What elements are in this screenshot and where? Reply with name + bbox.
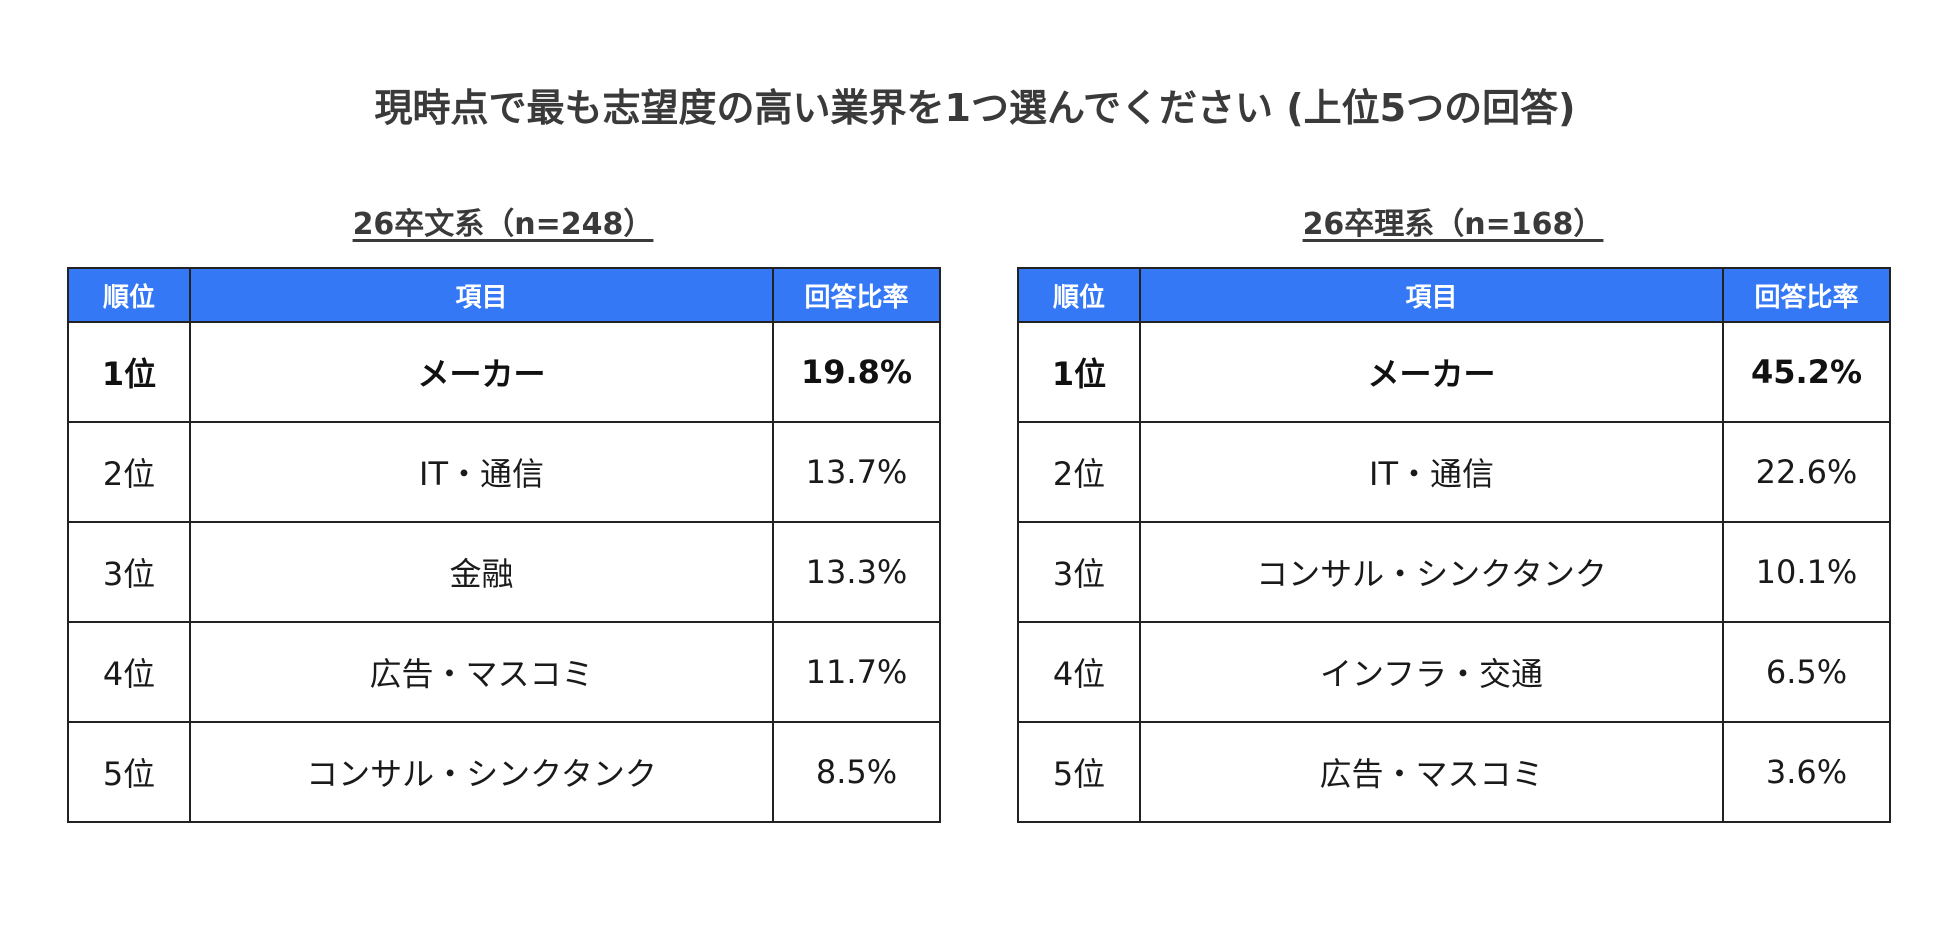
column-header-rank: 順位	[67, 267, 191, 323]
rate-cell: 13.7%	[772, 421, 941, 523]
table-row: 2位 IT・通信 22.6%	[1017, 421, 1891, 523]
page-title: 現時点で最も志望度の高い業界を1つ選んでください (上位5つの回答)	[374, 86, 1576, 130]
rank-cell: 5位	[1017, 721, 1141, 823]
rate-cell: 6.5%	[1722, 621, 1891, 723]
item-cell: 金融	[189, 521, 774, 623]
panel-sciences: 26卒理系（n=168） 順位 項目 回答比率 1位 メーカー 45.2% 2位…	[1017, 200, 1891, 823]
rate-cell: 3.6%	[1722, 721, 1891, 823]
item-cell: IT・通信	[189, 421, 774, 523]
table-header-row: 順位 項目 回答比率	[67, 267, 941, 323]
ranking-table: 順位 項目 回答比率 1位 メーカー 45.2% 2位 IT・通信 22.6% …	[1017, 267, 1891, 823]
rank-cell: 3位	[67, 521, 191, 623]
table-row: 4位 インフラ・交通 6.5%	[1017, 621, 1891, 723]
table-row: 3位 コンサル・シンクタンク 10.1%	[1017, 521, 1891, 623]
rate-cell: 22.6%	[1722, 421, 1891, 523]
item-cell: インフラ・交通	[1139, 621, 1724, 723]
rate-cell: 10.1%	[1722, 521, 1891, 623]
column-header-rate: 回答比率	[1722, 267, 1891, 323]
rank-cell: 2位	[1017, 421, 1141, 523]
rate-cell: 11.7%	[772, 621, 941, 723]
column-header-rank: 順位	[1017, 267, 1141, 323]
table-row: 1位 メーカー 45.2%	[1017, 321, 1891, 423]
rank-cell: 5位	[67, 721, 191, 823]
item-cell: メーカー	[1139, 321, 1724, 423]
table-row: 4位 広告・マスコミ 11.7%	[67, 621, 941, 723]
rate-cell: 19.8%	[772, 321, 941, 423]
ranking-table: 順位 項目 回答比率 1位 メーカー 19.8% 2位 IT・通信 13.7% …	[67, 267, 941, 823]
item-cell: 広告・マスコミ	[1139, 721, 1724, 823]
panel-humanities: 26卒文系（n=248） 順位 項目 回答比率 1位 メーカー 19.8% 2位…	[67, 200, 941, 823]
rate-cell: 8.5%	[772, 721, 941, 823]
table-row: 2位 IT・通信 13.7%	[67, 421, 941, 523]
table-header-row: 順位 項目 回答比率	[1017, 267, 1891, 323]
item-cell: 広告・マスコミ	[189, 621, 774, 723]
rank-cell: 1位	[1017, 321, 1141, 423]
panel-title: 26卒文系（n=248）	[352, 207, 654, 242]
table-row: 3位 金融 13.3%	[67, 521, 941, 623]
rank-cell: 1位	[67, 321, 191, 423]
column-header-item: 項目	[1139, 267, 1724, 323]
item-cell: コンサル・シンクタンク	[1139, 521, 1724, 623]
rank-cell: 4位	[67, 621, 191, 723]
rate-cell: 45.2%	[1722, 321, 1891, 423]
item-cell: IT・通信	[1139, 421, 1724, 523]
table-row: 5位 コンサル・シンクタンク 8.5%	[67, 721, 941, 823]
rank-cell: 2位	[67, 421, 191, 523]
column-header-item: 項目	[189, 267, 774, 323]
column-header-rate: 回答比率	[772, 267, 941, 323]
rate-cell: 13.3%	[772, 521, 941, 623]
table-row: 1位 メーカー 19.8%	[67, 321, 941, 423]
item-cell: メーカー	[189, 321, 774, 423]
table-row: 5位 広告・マスコミ 3.6%	[1017, 721, 1891, 823]
item-cell: コンサル・シンクタンク	[189, 721, 774, 823]
rank-cell: 3位	[1017, 521, 1141, 623]
panel-title: 26卒理系（n=168）	[1302, 207, 1604, 242]
rank-cell: 4位	[1017, 621, 1141, 723]
